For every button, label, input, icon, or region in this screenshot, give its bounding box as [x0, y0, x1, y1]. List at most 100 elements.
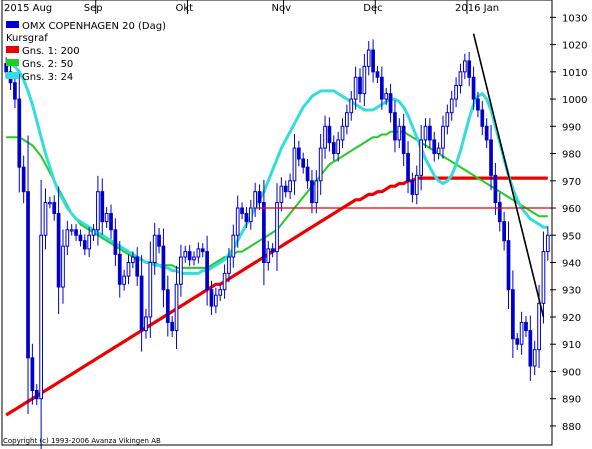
- y-tick-label: 930: [562, 286, 581, 297]
- candle-body: [428, 125, 432, 141]
- legend-swatch-title: [6, 21, 19, 28]
- candle-body: [366, 49, 371, 67]
- candle-body: [349, 98, 354, 114]
- candle-body: [524, 321, 528, 332]
- candle-body: [222, 272, 227, 291]
- candle-body: [56, 212, 61, 288]
- candle-body: [87, 234, 92, 250]
- candle-body: [279, 185, 284, 204]
- y-tick-label: 970: [562, 177, 581, 188]
- legend-swatch-ma200: [6, 46, 19, 53]
- legend-label-ma24: Gns. 3: 24: [22, 72, 73, 83]
- y-tick-label: 880: [562, 422, 581, 433]
- candle-body: [375, 71, 380, 78]
- candle-body: [423, 125, 428, 141]
- candle-body: [213, 294, 218, 307]
- candle-body: [497, 202, 502, 223]
- candle-body: [39, 234, 43, 400]
- candle-body: [170, 321, 175, 332]
- candle-body: [489, 139, 493, 176]
- y-tick-label: 950: [562, 231, 581, 242]
- month-label: 2016 Jan: [455, 3, 499, 14]
- candle-body: [384, 93, 389, 100]
- candle-body: [187, 251, 192, 261]
- candle-body: [135, 256, 140, 277]
- candle-body: [65, 229, 70, 247]
- y-tick-label: 990: [562, 122, 581, 133]
- candle-body: [157, 234, 161, 247]
- candle-body: [331, 142, 336, 155]
- legend-swatch-ma50: [6, 59, 19, 66]
- candle-body: [183, 251, 188, 258]
- y-tick-label: 980: [562, 150, 581, 161]
- candle-body: [532, 349, 537, 367]
- candle-body: [506, 240, 511, 291]
- candle-body: [139, 275, 144, 332]
- candle-body: [323, 125, 327, 149]
- candle-body: [196, 248, 201, 258]
- candle-body: [458, 71, 463, 86]
- candle-body: [480, 109, 485, 127]
- candle-body: [545, 234, 550, 253]
- candle-body: [205, 251, 209, 291]
- month-label: Okt: [175, 3, 193, 14]
- candle-body: [52, 202, 57, 214]
- candle-body: [244, 212, 249, 223]
- candle-body: [152, 234, 157, 263]
- legend: OMX COPENHAGEN 20 (Dag) Kursgraf Gns. 1:…: [6, 21, 166, 83]
- candle-body: [266, 248, 271, 263]
- y-tick-label: 1020: [562, 41, 587, 52]
- candle-body: [515, 338, 520, 345]
- candle-body: [34, 390, 39, 400]
- candle-body: [26, 191, 30, 359]
- month-label: Sep: [84, 3, 103, 14]
- candle-body: [13, 82, 17, 100]
- candle-body: [432, 139, 437, 155]
- candle-body: [117, 253, 122, 285]
- candle-body: [340, 125, 345, 141]
- candle-body: [467, 60, 472, 78]
- candle-body: [484, 125, 489, 141]
- trend-line: [472, 33, 545, 318]
- y-tick-label: 1010: [562, 68, 587, 79]
- candle-body: [397, 125, 402, 141]
- candle-body: [174, 283, 179, 332]
- candle-body: [192, 256, 196, 261]
- candle-body: [148, 261, 153, 318]
- candle-body: [248, 207, 253, 223]
- candle-body: [471, 76, 476, 100]
- candle-body: [82, 240, 87, 250]
- candle-body: [379, 76, 384, 100]
- y-tick-label: 1030: [562, 13, 587, 24]
- candle-body: [449, 98, 454, 114]
- candle-body: [100, 191, 105, 223]
- candle-body: [104, 212, 109, 223]
- y-tick-label: 1000: [562, 95, 587, 106]
- candle-body: [454, 84, 458, 100]
- candle-body: [511, 289, 515, 340]
- legend-label-ma200: Gns. 1: 200: [22, 46, 80, 57]
- chart-title: OMX COPENHAGEN 20 (Dag): [22, 21, 166, 32]
- candle-body: [17, 98, 22, 168]
- candle-body: [410, 180, 415, 195]
- candle-body: [218, 289, 223, 296]
- candle-body: [401, 125, 406, 155]
- candle-body: [209, 289, 214, 307]
- candle-body: [235, 207, 240, 236]
- legend-label-ma50: Gns. 2: 50: [22, 59, 73, 70]
- candle-body: [275, 202, 279, 253]
- candle-body: [388, 93, 393, 114]
- candle-body: [462, 60, 467, 73]
- month-label: 2015 Aug: [4, 3, 52, 14]
- candle-body: [318, 147, 323, 182]
- candle-body: [436, 147, 441, 155]
- candle-body: [78, 234, 83, 242]
- candle-body: [257, 191, 262, 204]
- y-tick-label: 900: [562, 367, 581, 378]
- candle-body: [310, 180, 314, 204]
- candle-body: [122, 275, 126, 285]
- candle-body: [48, 202, 52, 205]
- candle-body: [200, 248, 205, 253]
- candle-body: [314, 180, 319, 204]
- legend-label-kursgraf: Kursgraf: [6, 33, 48, 44]
